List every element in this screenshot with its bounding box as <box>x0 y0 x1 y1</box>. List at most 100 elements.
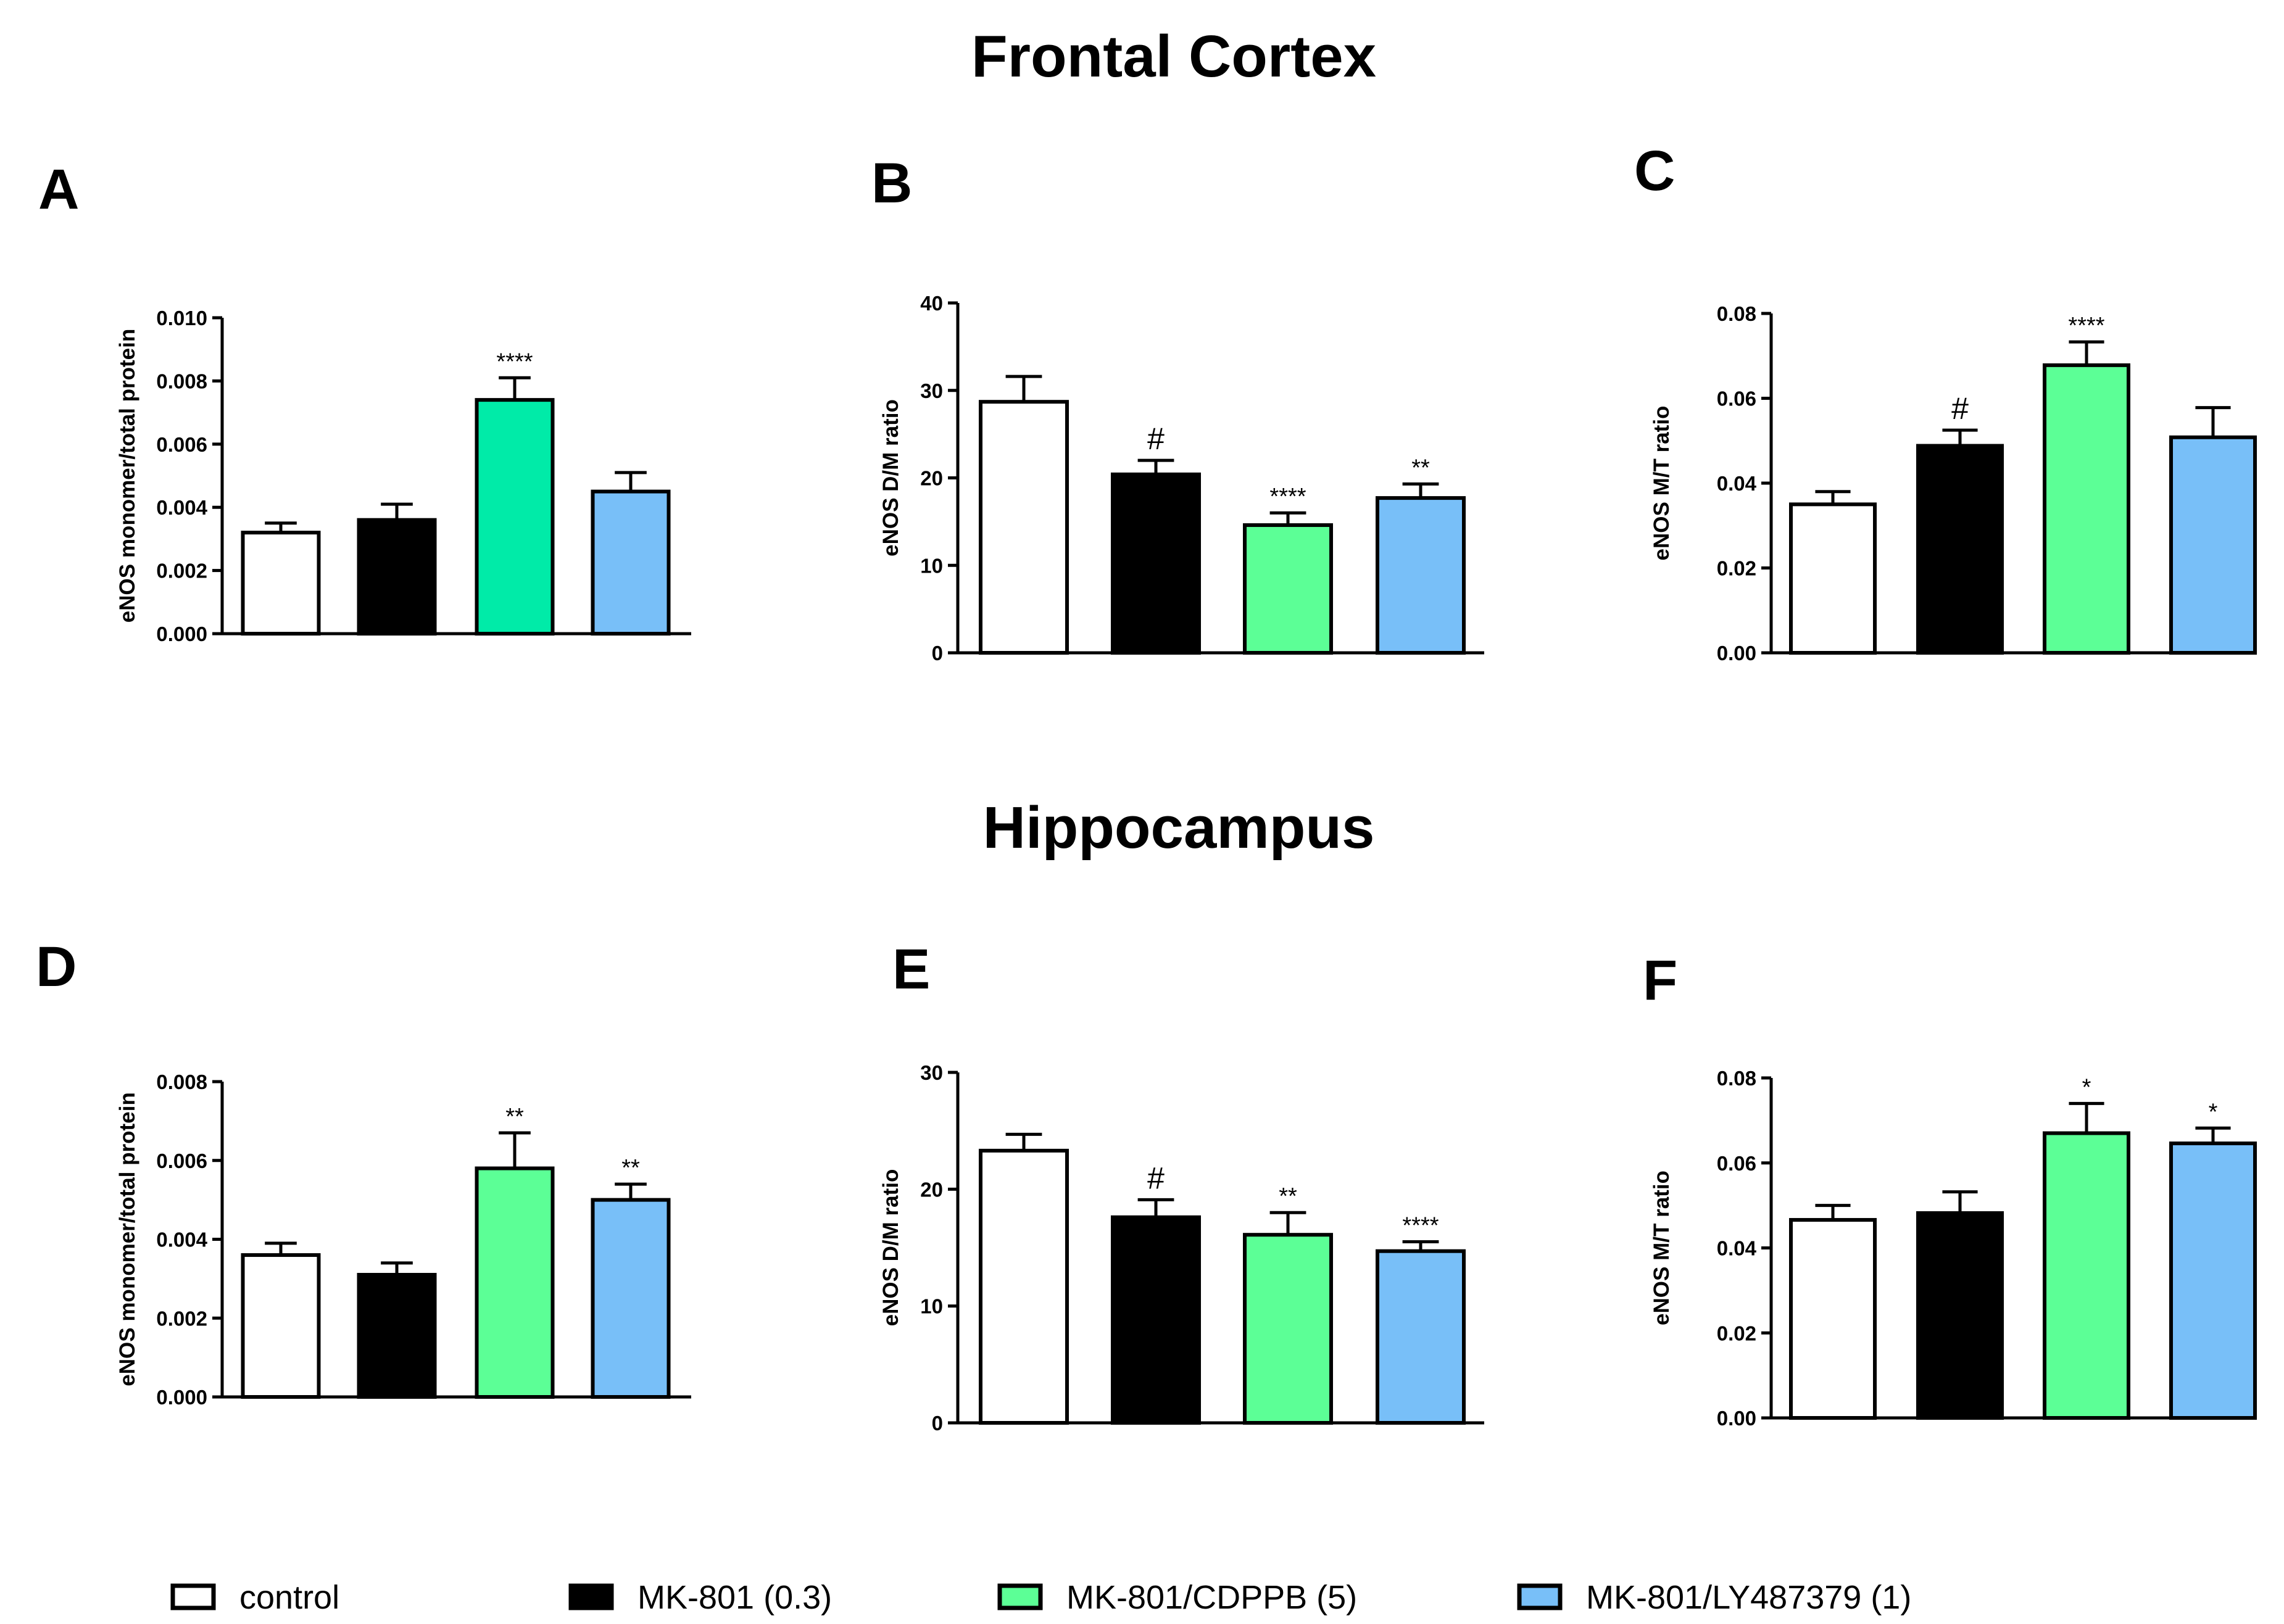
significance-label: # <box>1147 1161 1165 1195</box>
legend-item-1: MK-801 (0.3) <box>568 1579 832 1616</box>
bar-control <box>1789 1218 1877 1420</box>
bar-mk-801-ly487379-1- <box>1376 1249 1466 1425</box>
panel-C: C 0.00 0.02 0.04 0.06 0.08 eNOS M/T ratio # **** <box>1634 139 2257 665</box>
y-tick-label: 0.004 <box>156 1228 207 1251</box>
bar-mk-801-ly487379-1- <box>591 489 671 636</box>
legend-swatch <box>568 1583 614 1610</box>
bar-mk-801-0-3- <box>357 518 437 636</box>
bar-mk-801-cdppb-5- <box>1243 1233 1333 1425</box>
y-tick-label: 0.010 <box>156 307 207 329</box>
bar-mk-801-cdppb-5- <box>475 1166 555 1399</box>
y-tick-label: 10 <box>920 1295 943 1318</box>
significance-label: **** <box>1269 484 1306 510</box>
y-tick-label: 0.04 <box>1717 472 1757 495</box>
bar-control <box>241 531 321 636</box>
bar-mk-801-cdppb-5- <box>2043 1131 2130 1420</box>
y-tick-label: 0.002 <box>156 1307 207 1330</box>
legend-label: MK-801 (0.3) <box>637 1579 832 1616</box>
y-tick-label: 0.08 <box>1717 302 1756 325</box>
bar-mk-801-ly487379-1- <box>591 1198 671 1399</box>
y-axis-label: eNOS D/M ratio <box>879 399 903 557</box>
y-tick-label: 30 <box>920 1061 943 1084</box>
panel-letter-D: D <box>36 935 77 998</box>
y-tick-label: 0.002 <box>156 560 207 582</box>
y-tick-label: 0.008 <box>156 370 207 392</box>
bar-mk-801-ly487379-1- <box>1376 496 1466 655</box>
legend-item-3: MK-801/LY487379 (1) <box>1517 1579 1911 1616</box>
y-tick-label: 0.04 <box>1717 1237 1757 1260</box>
bar-mk-801-cdppb-5- <box>475 398 555 636</box>
significance-label: ** <box>1411 455 1430 481</box>
bar-control <box>1789 502 1877 655</box>
panel-letter-E: E <box>892 938 930 1001</box>
panel-letter-A: A <box>38 158 79 221</box>
legend-item-0: control <box>170 1579 339 1616</box>
y-tick-label: 0.006 <box>156 1150 207 1172</box>
bar-control <box>979 1148 1069 1425</box>
bar-mk-801-0-3- <box>1916 1211 2004 1420</box>
legend-item-2: MK-801/CDPPB (5) <box>997 1579 1357 1616</box>
y-axis-label: eNOS D/M ratio <box>879 1169 903 1327</box>
y-tick-label: 40 <box>920 292 943 315</box>
bar-control <box>979 400 1069 655</box>
significance-label: # <box>1951 391 1969 426</box>
y-axis-label: eNOS monomer/total protein <box>115 329 139 623</box>
significance-label: # <box>1147 421 1165 456</box>
significance-label: * <box>2082 1074 2091 1100</box>
panel-F: F 0.00 0.02 0.04 0.06 0.08 eNOS M/T ratio * * <box>1643 949 2257 1430</box>
y-tick-label: 0.008 <box>156 1071 207 1093</box>
bar-control <box>241 1253 321 1399</box>
y-tick-label: 0.000 <box>156 623 207 645</box>
y-tick-label: 0.08 <box>1717 1067 1756 1090</box>
significance-label: ** <box>505 1104 524 1130</box>
legend-swatch <box>170 1583 216 1610</box>
bar-mk-801-cdppb-5- <box>1243 523 1333 655</box>
significance-label: **** <box>496 349 533 375</box>
panel-D: D 0.000 0.002 0.004 0.006 0.008 eNOS monomer/t… <box>36 935 691 1409</box>
bar-mk-801-ly487379-1- <box>2169 1141 2257 1420</box>
panel-letter-C: C <box>1634 139 1675 202</box>
section-title-hippocampus: Hippocampus <box>983 795 1375 861</box>
y-tick-label: 20 <box>920 1178 943 1201</box>
y-tick-label: 0.06 <box>1717 1152 1756 1175</box>
bar-mk-801-0-3- <box>1111 472 1201 655</box>
bar-mk-801-0-3- <box>357 1272 437 1399</box>
y-tick-label: 0 <box>932 642 943 665</box>
y-tick-label: 10 <box>920 554 943 577</box>
y-tick-label: 0.02 <box>1717 1322 1756 1344</box>
y-tick-label: 0.00 <box>1717 1407 1756 1430</box>
y-tick-label: 30 <box>920 379 943 402</box>
y-axis-label: eNOS M/T ratio <box>1650 1170 1674 1325</box>
bar-mk-801-cdppb-5- <box>2043 363 2130 655</box>
bar-mk-801-0-3- <box>1111 1215 1201 1425</box>
section-title-frontal-cortex: Frontal Cortex <box>971 23 1376 89</box>
significance-label: **** <box>2068 313 2104 339</box>
bar-mk-801-0-3- <box>1916 444 2004 655</box>
significance-label: ** <box>1279 1183 1297 1209</box>
y-tick-label: 0.06 <box>1717 387 1756 410</box>
panel-A: A 0.000 0.002 0.004 0.006 0.008 0.010 eNOS mono… <box>38 158 691 645</box>
y-tick-label: 0.006 <box>156 433 207 456</box>
bar-mk-801-ly487379-1- <box>2169 435 2257 655</box>
y-tick-label: 0.004 <box>156 496 207 519</box>
legend-label: MK-801/LY487379 (1) <box>1586 1579 1911 1616</box>
y-tick-label: 0.02 <box>1717 557 1756 580</box>
significance-label: ** <box>621 1155 640 1181</box>
legend: control MK-801 (0.3) MK-801/CDPPB (5) MK-80… <box>170 1579 1911 1616</box>
y-tick-label: 0.000 <box>156 1386 207 1409</box>
legend-label: control <box>239 1579 339 1616</box>
y-tick-label: 20 <box>920 467 943 490</box>
legend-label: MK-801/CDPPB (5) <box>1066 1579 1357 1616</box>
y-tick-label: 0.00 <box>1717 642 1756 665</box>
y-axis-label: eNOS monomer/total protein <box>115 1092 139 1386</box>
y-tick-label: 0 <box>932 1412 943 1435</box>
y-axis-label: eNOS M/T ratio <box>1650 406 1674 561</box>
panel-letter-B: B <box>871 152 912 215</box>
significance-label: * <box>2209 1099 2218 1125</box>
legend-swatch <box>997 1583 1043 1610</box>
panel-letter-F: F <box>1643 949 1677 1012</box>
